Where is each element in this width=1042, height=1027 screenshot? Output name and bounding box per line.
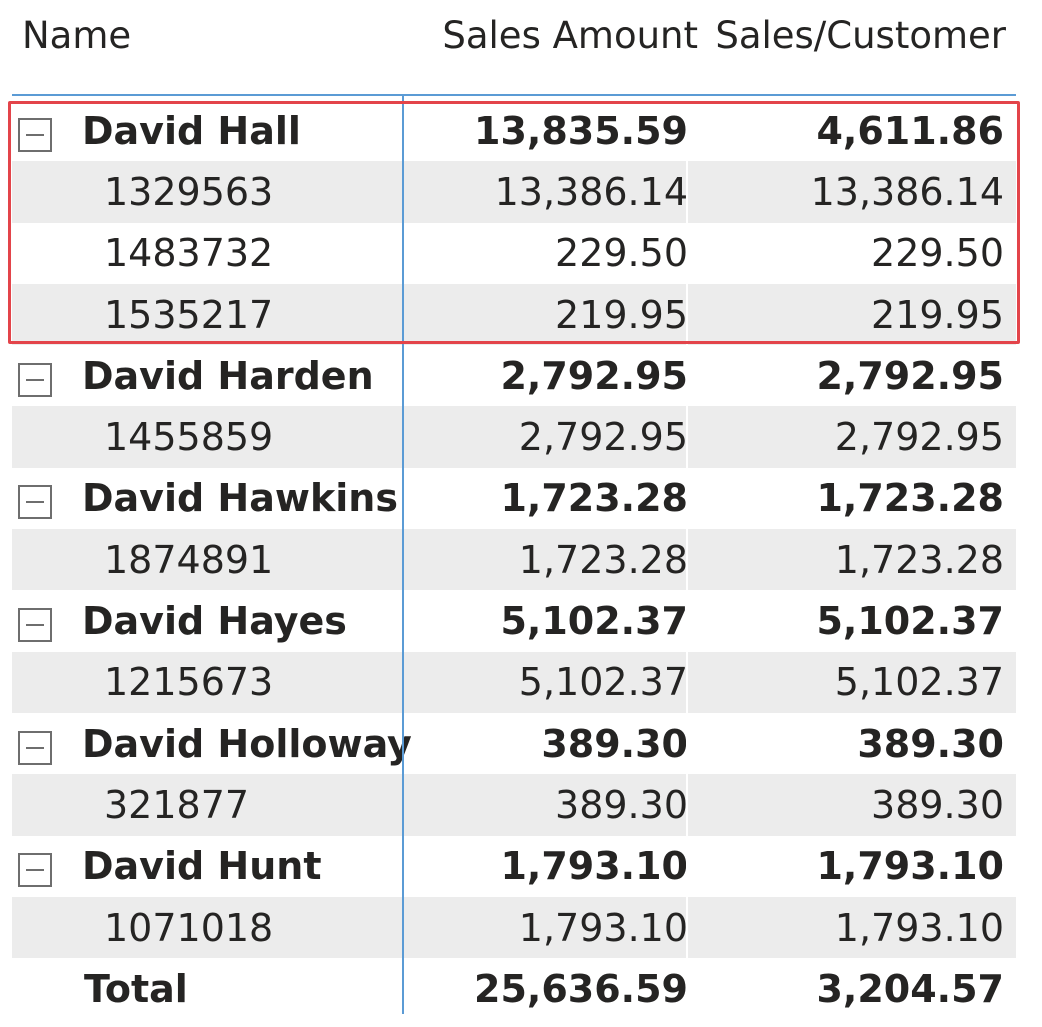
sales-per-customer-cell: 4,611.86 — [816, 108, 1004, 153]
sales-per-customer-cell: 5,102.37 — [816, 599, 1004, 644]
name-text: David Harden — [82, 353, 374, 398]
matrix-visual: Name Sales Amount Sales/Customer David H… — [12, 0, 1016, 1019]
detail-row[interactable]: 1535217 219.95 219.95 — [12, 283, 1016, 346]
header-sales-per-customer[interactable]: Sales/Customer — [715, 14, 1006, 57]
name-text: 1455859 — [104, 415, 274, 460]
detail-row[interactable]: 1455859 2,792.95 2,792.95 — [12, 406, 1016, 468]
name-cell: Total — [12, 958, 486, 1019]
group-row[interactable]: David Hawkins 1,723.28 1,723.28 — [12, 468, 1016, 529]
detail-row[interactable]: 1329563 13,386.14 13,386.14 — [12, 161, 1016, 223]
detail-row[interactable]: 1215673 5,102.37 5,102.37 — [12, 651, 1016, 713]
sales-per-customer-cell: 1,793.10 — [834, 905, 1004, 950]
collapse-minus-icon[interactable] — [18, 362, 52, 397]
sales-per-customer-cell: 13,386.14 — [810, 169, 1004, 214]
sales-amount-cell: 13,386.14 — [494, 169, 688, 214]
column-divider — [686, 96, 688, 981]
name-cell: 1215673 — [12, 652, 506, 713]
name-cell: David Harden — [12, 345, 420, 406]
sales-amount-cell: 1,793.10 — [518, 905, 688, 950]
sales-amount-cell: 219.95 — [555, 292, 688, 337]
name-cell: 1329563 — [12, 161, 506, 222]
name-text: David Holloway — [82, 721, 412, 766]
sales-amount-cell: 389.30 — [555, 782, 688, 827]
name-cell: 321877 — [12, 774, 506, 835]
sales-per-customer-cell: 2,792.95 — [834, 415, 1004, 460]
group-row[interactable]: David Holloway 389.30 389.30 — [12, 713, 1016, 774]
name-text: 1535217 — [104, 292, 274, 337]
sales-per-customer-cell: 3,204.57 — [816, 966, 1004, 1011]
sales-per-customer-cell: 1,723.28 — [816, 476, 1004, 521]
name-text: David Hall — [82, 108, 301, 153]
sales-amount-cell: 5,102.37 — [500, 599, 688, 644]
name-text: David Hayes — [82, 599, 347, 644]
name-cell: 1874891 — [12, 529, 506, 590]
name-text: David Hunt — [82, 844, 322, 889]
sales-per-customer-cell: 1,723.28 — [834, 537, 1004, 582]
name-text: 1215673 — [104, 660, 274, 705]
sales-amount-cell: 389.30 — [541, 721, 688, 766]
name-cell: David Hall — [12, 100, 420, 161]
name-cell: David Hunt — [12, 836, 420, 897]
detail-row[interactable]: 1483732 229.50 229.50 — [12, 223, 1016, 284]
group-row[interactable]: David Hunt 1,793.10 1,793.10 — [12, 836, 1016, 897]
collapse-minus-icon[interactable] — [18, 117, 52, 152]
sales-amount-cell: 229.50 — [555, 231, 688, 276]
collapse-minus-icon[interactable] — [18, 608, 52, 643]
name-cell: David Hayes — [12, 590, 420, 651]
sales-per-customer-cell: 219.95 — [871, 292, 1004, 337]
name-text: Total — [84, 966, 188, 1011]
matrix-body: David Hall 13,835.59 4,611.86 1329563 13,386… — [12, 100, 1016, 1019]
sales-amount-cell: 5,102.37 — [518, 660, 688, 705]
name-cell: 1455859 — [12, 406, 506, 467]
sales-per-customer-cell: 2,792.95 — [816, 353, 1004, 398]
detail-row[interactable]: 1071018 1,793.10 1,793.10 — [12, 896, 1016, 959]
name-text: 1071018 — [104, 905, 274, 950]
column-divider — [402, 96, 404, 1014]
sales-amount-cell: 2,792.95 — [500, 353, 688, 398]
sales-per-customer-cell: 389.30 — [871, 782, 1004, 827]
name-cell: 1483732 — [12, 223, 506, 284]
collapse-minus-icon[interactable] — [18, 730, 52, 765]
sales-per-customer-cell: 229.50 — [871, 231, 1004, 276]
sales-amount-cell: 1,723.28 — [500, 476, 688, 521]
sales-per-customer-cell: 1,793.10 — [816, 844, 1004, 889]
group-row[interactable]: David Harden 2,792.95 2,792.95 — [12, 345, 1016, 406]
detail-row[interactable]: 321877 389.30 389.30 — [12, 774, 1016, 836]
header-name[interactable]: Name — [22, 14, 132, 57]
header-sales-amount[interactable]: Sales Amount — [442, 14, 698, 57]
name-cell: David Holloway — [12, 713, 420, 774]
name-cell: David Hawkins — [12, 468, 420, 529]
sales-amount-cell: 2,792.95 — [518, 415, 688, 460]
name-text: 1874891 — [104, 537, 274, 582]
sales-per-customer-cell: 5,102.37 — [834, 660, 1004, 705]
collapse-minus-icon[interactable] — [18, 853, 52, 888]
sales-amount-cell: 1,793.10 — [500, 844, 688, 889]
collapse-minus-icon[interactable] — [18, 485, 52, 520]
total-row[interactable]: Total 25,636.59 3,204.57 — [12, 958, 1016, 1019]
name-cell: 1071018 — [12, 897, 506, 958]
name-text: 1329563 — [104, 169, 274, 214]
sales-amount-cell: 13,835.59 — [474, 108, 688, 153]
name-text: David Hawkins — [82, 476, 398, 521]
sales-amount-cell: 1,723.28 — [518, 537, 688, 582]
sales-per-customer-cell: 389.30 — [857, 721, 1004, 766]
group-row[interactable]: David Hayes 5,102.37 5,102.37 — [12, 590, 1016, 651]
name-text: 321877 — [104, 782, 250, 827]
detail-row[interactable]: 1874891 1,723.28 1,723.28 — [12, 529, 1016, 591]
name-text: 1483732 — [104, 231, 274, 276]
name-cell: 1535217 — [12, 284, 506, 345]
column-header-row: Name Sales Amount Sales/Customer — [12, 0, 1016, 96]
sales-amount-cell: 25,636.59 — [474, 966, 688, 1011]
group-row[interactable]: David Hall 13,835.59 4,611.86 — [12, 100, 1016, 161]
